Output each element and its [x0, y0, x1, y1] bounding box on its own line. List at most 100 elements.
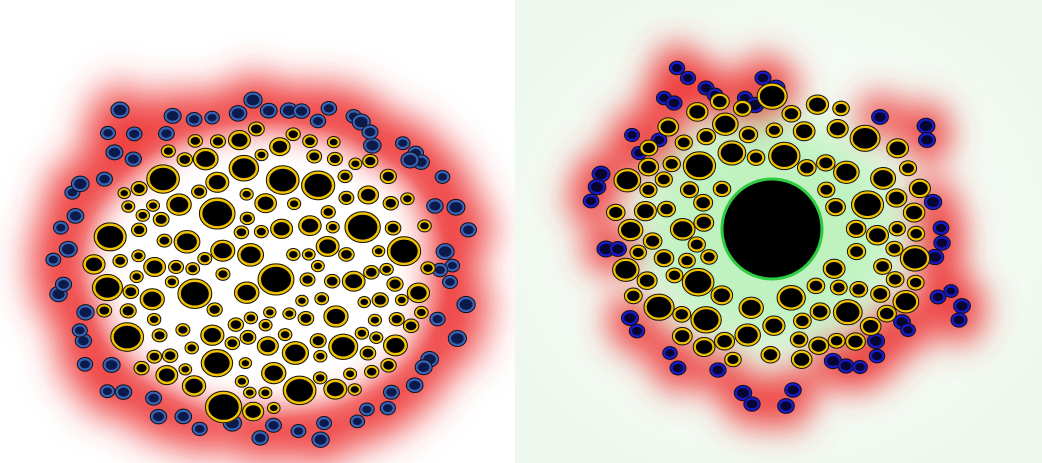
- inner-yellow-cell: [383, 196, 399, 211]
- inner-yellow-cell: [96, 303, 112, 318]
- inner-yellow-cell: [624, 287, 643, 305]
- inner-yellow-cell: [903, 202, 926, 223]
- inner-yellow-cell: [244, 311, 258, 324]
- inner-yellow-cell: [382, 334, 408, 357]
- inner-yellow-cell: [161, 144, 176, 158]
- inner-yellow-cell-outline: [326, 151, 343, 167]
- outer-blue-cell: [76, 357, 93, 372]
- outer-blue-cell: [929, 289, 947, 305]
- inner-yellow-cell: [315, 235, 340, 257]
- outer-blue-cell: [435, 243, 455, 260]
- outer-blue-cell: [406, 377, 424, 393]
- outer-blue-cell: [351, 113, 371, 131]
- outer-blue-cell-outline: [163, 107, 182, 124]
- inner-yellow-cell: [210, 134, 226, 148]
- inner-yellow-cell-outline: [151, 328, 168, 343]
- inner-yellow-cell: [357, 185, 380, 205]
- inner-yellow-cell-outline: [297, 310, 315, 326]
- inner-yellow-cell: [259, 319, 273, 331]
- inner-yellow-cell-outline: [817, 181, 836, 198]
- inner-yellow-cell: [165, 275, 179, 288]
- inner-yellow-cell-outline: [637, 157, 660, 177]
- inner-yellow-cell-outline: [258, 386, 273, 400]
- inner-yellow-cell: [885, 271, 905, 288]
- outer-blue-cell-outline: [292, 103, 311, 119]
- inner-yellow-cell-outline: [380, 357, 397, 373]
- inner-yellow-cell: [693, 213, 715, 232]
- inner-yellow-cell: [817, 181, 836, 198]
- inner-yellow-cell: [612, 257, 640, 282]
- inner-yellow-cell: [395, 294, 409, 306]
- inner-yellow-cell-outline: [224, 336, 241, 351]
- inner-yellow-cell-outline: [899, 245, 931, 272]
- outer-blue-cell-outline: [414, 359, 433, 376]
- inner-yellow-cell-outline: [746, 149, 766, 166]
- inner-yellow-cell: [380, 358, 397, 373]
- inner-yellow-cell: [406, 282, 431, 304]
- inner-yellow-cell-outline: [662, 155, 681, 173]
- inner-yellow-cell-outline: [146, 164, 180, 194]
- inner-yellow-cell-outline: [82, 254, 106, 275]
- inner-yellow-cell-outline: [254, 148, 269, 162]
- outer-blue-cell-outline: [609, 241, 627, 257]
- inner-yellow-cell-outline: [849, 280, 869, 298]
- inner-yellow-cell-outline: [639, 139, 659, 157]
- inner-yellow-cell: [907, 226, 925, 242]
- inner-yellow-cell-outline: [371, 292, 389, 308]
- inner-yellow-cell: [634, 201, 657, 222]
- outer-blue-cell: [58, 241, 78, 258]
- outer-blue-cell: [185, 112, 203, 127]
- inner-yellow-cell-outline: [420, 261, 436, 275]
- outer-blue-cell-outline: [349, 414, 366, 429]
- outer-blue-cell: [105, 144, 124, 161]
- inner-yellow-cell-outline: [362, 153, 379, 169]
- inner-yellow-cell-outline: [261, 361, 287, 385]
- outer-blue-cell-outline: [669, 360, 687, 376]
- inner-yellow-cell-outline: [287, 197, 302, 211]
- inner-yellow-cell: [717, 140, 747, 166]
- inner-yellow-cell-outline: [200, 324, 225, 346]
- inner-yellow-cell: [136, 209, 150, 222]
- inner-yellow-cell-outline: [215, 267, 231, 281]
- inner-yellow-cell: [746, 149, 766, 166]
- inner-yellow-cell-outline: [239, 211, 255, 226]
- inner-yellow-cell-outline: [312, 371, 328, 385]
- outer-blue-cell-outline: [395, 136, 411, 151]
- outer-blue-cell-outline: [932, 220, 950, 236]
- inner-yellow-cell-outline: [110, 322, 145, 352]
- inner-yellow-cell-outline: [282, 307, 297, 320]
- inner-yellow-cell-outline: [164, 275, 180, 289]
- inner-yellow-cell: [265, 165, 300, 195]
- inner-yellow-cell: [870, 167, 896, 190]
- inner-yellow-cell-outline: [846, 243, 867, 261]
- outer-blue-cell-outline: [100, 125, 116, 141]
- inner-yellow-cell: [243, 387, 257, 399]
- inner-yellow-cell: [832, 100, 850, 117]
- inner-yellow-cell-outline: [851, 190, 885, 220]
- inner-yellow-cell: [710, 92, 730, 111]
- outer-blue-cell: [174, 408, 192, 425]
- inner-yellow-cell-outline: [266, 401, 281, 415]
- inner-yellow-cell-outline: [643, 293, 675, 321]
- inner-yellow-cell: [257, 263, 295, 296]
- inner-yellow-cell: [617, 218, 644, 242]
- inner-yellow-cell-outline: [91, 274, 123, 302]
- outer-blue-cell-outline: [852, 359, 868, 375]
- outer-blue-cell-outline: [251, 430, 269, 446]
- outer-blue-cell: [260, 102, 278, 119]
- inner-yellow-cell: [256, 336, 279, 356]
- inner-yellow-cell-outline: [299, 272, 316, 287]
- inner-yellow-cell-outline: [712, 180, 732, 198]
- inner-yellow-cell: [851, 190, 884, 220]
- inner-yellow-cell: [765, 122, 783, 138]
- outer-blue-cell-outline: [158, 126, 175, 141]
- outer-blue-cell-outline: [400, 151, 420, 169]
- outer-blue-cell: [582, 193, 600, 209]
- outer-blue-cell-outline: [228, 105, 248, 122]
- inner-yellow-cell: [255, 149, 269, 161]
- inner-yellow-cell: [206, 302, 223, 317]
- outer-blue-cell-outline: [54, 276, 73, 292]
- inner-yellow-cell-outline: [234, 375, 249, 388]
- inner-yellow-cell: [297, 311, 314, 326]
- inner-yellow-cell-outline: [709, 92, 730, 111]
